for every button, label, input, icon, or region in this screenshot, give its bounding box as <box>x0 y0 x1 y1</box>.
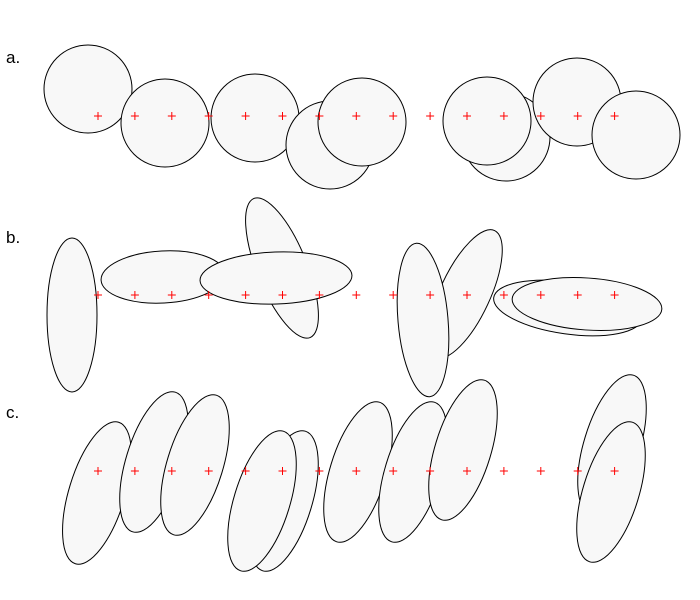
panel-label-c: c. <box>6 403 19 422</box>
center-marker <box>204 291 213 299</box>
shape-b1 <box>46 237 98 393</box>
center-marker <box>204 112 213 120</box>
center-marker <box>426 291 435 299</box>
center-marker <box>315 112 324 120</box>
panel-b: b. <box>6 197 663 398</box>
center-marker <box>499 291 508 299</box>
center-marker <box>241 467 250 475</box>
center-marker <box>241 112 250 120</box>
center-marker <box>463 112 471 120</box>
center-marker <box>315 467 324 475</box>
markers-a <box>94 112 619 120</box>
shape-c10 <box>576 421 646 563</box>
center-marker <box>130 467 139 475</box>
panel-label-b: b. <box>6 228 20 247</box>
shape-b8 <box>511 277 663 331</box>
center-marker <box>278 291 287 299</box>
markers-b <box>94 291 619 299</box>
center-marker <box>278 467 287 475</box>
shape-b4 <box>199 251 353 305</box>
center-marker <box>130 112 139 120</box>
center-marker <box>167 467 176 475</box>
center-marker <box>610 291 619 299</box>
shape-c5 <box>227 430 297 572</box>
shape-a2 <box>120 78 210 168</box>
center-marker <box>610 112 619 120</box>
center-marker <box>463 291 471 299</box>
center-marker <box>573 291 582 299</box>
center-marker <box>167 291 176 299</box>
center-marker <box>241 291 250 299</box>
center-marker <box>499 467 508 475</box>
center-marker <box>610 467 619 475</box>
shape-b6 <box>396 242 450 398</box>
shape-a7 <box>442 76 532 166</box>
shape-a9 <box>591 90 681 180</box>
center-marker <box>278 112 287 120</box>
center-marker <box>536 291 545 299</box>
shape-a5 <box>317 77 407 167</box>
panel-c: c. <box>6 374 647 572</box>
center-marker <box>573 112 582 120</box>
center-marker <box>315 291 324 299</box>
center-marker <box>94 467 102 475</box>
panel-label-a: a. <box>6 48 20 67</box>
shape-a1 <box>43 44 133 134</box>
center-marker <box>130 291 139 299</box>
center-marker <box>352 467 361 475</box>
panel-a: a. <box>6 44 681 190</box>
center-marker <box>204 467 213 475</box>
center-marker <box>352 112 361 120</box>
center-marker <box>536 467 545 475</box>
center-marker <box>94 291 102 299</box>
center-marker <box>352 291 361 299</box>
center-marker <box>389 467 398 475</box>
center-marker <box>536 112 545 120</box>
center-marker <box>94 112 102 120</box>
shape-c3 <box>160 394 230 536</box>
center-marker <box>426 467 435 475</box>
center-marker <box>389 291 398 299</box>
center-marker <box>167 112 176 120</box>
center-marker <box>499 112 508 120</box>
shape-c8 <box>428 379 498 521</box>
center-marker <box>426 112 435 120</box>
center-marker <box>463 467 471 475</box>
center-marker <box>573 467 582 475</box>
markers-c <box>94 467 619 475</box>
center-marker <box>389 112 398 120</box>
